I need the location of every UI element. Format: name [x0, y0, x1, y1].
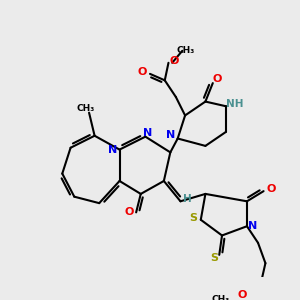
Text: O: O	[169, 56, 179, 66]
Text: CH₃: CH₃	[76, 103, 94, 112]
Text: O: O	[266, 184, 276, 194]
Text: S: S	[189, 213, 197, 223]
Text: N: N	[107, 145, 117, 154]
Text: O: O	[124, 207, 134, 218]
Text: O: O	[238, 290, 247, 300]
Text: N: N	[166, 130, 175, 140]
Text: S: S	[211, 253, 219, 262]
Text: N: N	[248, 221, 257, 231]
Text: N: N	[142, 128, 152, 138]
Text: CH₃: CH₃	[177, 46, 195, 55]
Text: H: H	[184, 194, 192, 203]
Text: O: O	[213, 74, 222, 84]
Text: NH: NH	[226, 99, 244, 109]
Text: O: O	[138, 67, 147, 77]
Text: CH₃: CH₃	[211, 295, 229, 300]
